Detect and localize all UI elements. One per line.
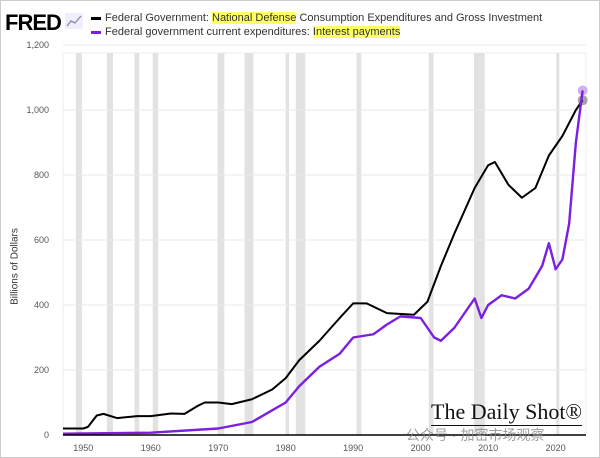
series-end-marker (577, 85, 588, 96)
recession-band (356, 53, 362, 435)
recession-band (134, 53, 140, 435)
x-tick-label: 1990 (343, 443, 363, 453)
series-line-defense (63, 99, 584, 430)
legend-item-defense: Federal Government: National Defense Con… (91, 12, 542, 24)
y-tick-label: 1,200 (26, 40, 49, 50)
x-tick-label: 2010 (478, 443, 498, 453)
chart-icon (65, 13, 83, 29)
recession-band (428, 53, 434, 435)
recession-band (285, 53, 290, 435)
x-tick-label: 1960 (141, 443, 161, 453)
x-tick-label: 1980 (276, 443, 296, 453)
y-tick-label: 200 (34, 365, 49, 375)
y-tick-label: 400 (34, 300, 49, 310)
legend-swatch (91, 16, 101, 20)
legend-highlight: Interest payments (312, 26, 401, 38)
recession-band (75, 53, 82, 435)
x-tick-label: 2000 (411, 443, 431, 453)
x-tick-label: 1950 (73, 443, 93, 453)
legend-swatch (91, 30, 101, 34)
legend-item-interest: Federal government current expenditures:… (91, 26, 401, 38)
y-tick-label: 600 (34, 235, 49, 245)
legend-text: Federal government current expenditures: (105, 26, 313, 38)
recession-band (106, 53, 113, 435)
daily-shot-watermark: The Daily Shot® (431, 399, 583, 426)
wechat-watermark: 公众号 · 加密市场观察 (406, 427, 545, 443)
y-tick-label: 800 (34, 170, 49, 180)
legend-highlight: National Defense (212, 12, 297, 24)
recession-band (295, 53, 306, 435)
legend-text: Consumption Expenditures and Gross Inves… (296, 12, 543, 24)
recession-band (152, 53, 159, 435)
recession-band (217, 53, 225, 435)
recession-band (244, 53, 254, 435)
recession-band (556, 53, 560, 435)
fred-logo: FRED (5, 10, 62, 35)
y-tick-label: 1,000 (26, 105, 49, 115)
series-line-interest (62, 90, 584, 435)
x-tick-label: 1970 (208, 443, 228, 453)
y-tick-label: 0 (44, 430, 49, 440)
legend-text: Federal Government: (105, 12, 212, 24)
recession-band (473, 53, 485, 435)
x-tick-label: 2020 (546, 443, 566, 453)
